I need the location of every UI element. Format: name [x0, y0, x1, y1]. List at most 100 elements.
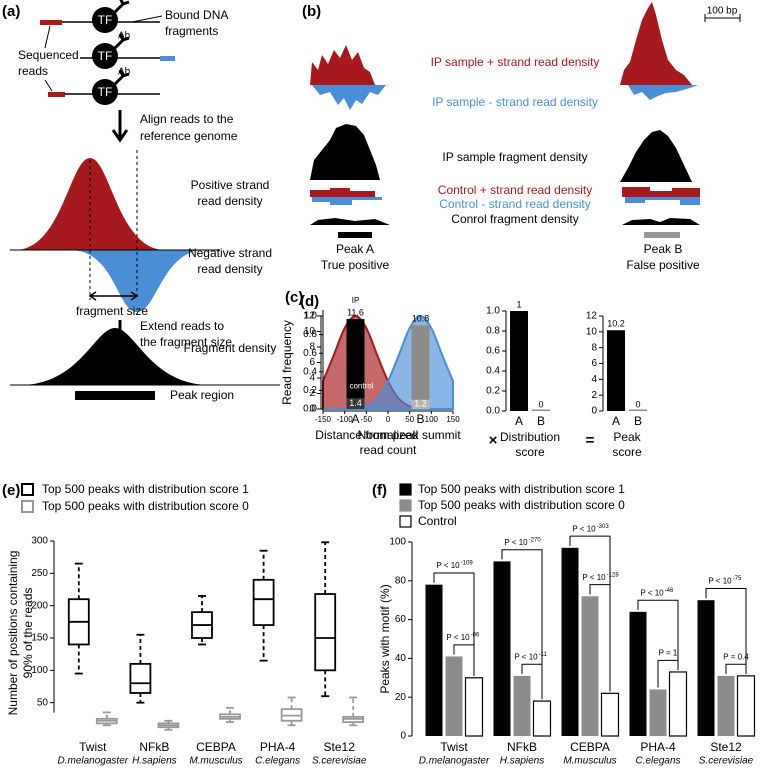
bound-fragments: fragments	[165, 24, 218, 38]
scale-label: 100 bp	[707, 6, 738, 17]
significance-bracket	[705, 588, 747, 674]
x-tick-label: CEBPA	[570, 740, 610, 754]
bar	[668, 671, 688, 737]
x-axis-label: score	[612, 445, 642, 459]
peak-bar	[338, 232, 372, 238]
y-tick-label: 0.4	[486, 366, 500, 377]
ip-plus-b	[620, 2, 692, 85]
y-tick-label: 0	[591, 406, 597, 417]
y-tick-label: 0	[309, 404, 315, 415]
negative-density	[70, 250, 205, 312]
operator: =	[586, 432, 595, 449]
track-label: Control + strand read density	[438, 183, 592, 197]
density-label: Positive strand	[191, 178, 270, 192]
legend-swatch	[21, 500, 34, 513]
x-tick-sublabel: S.cerevisiae	[699, 756, 754, 767]
density-label: Negative strand	[188, 246, 272, 260]
p-value-exponent: -303	[597, 524, 610, 530]
bar	[493, 561, 511, 736]
y-axis-label: Peaks with motif (%)	[378, 584, 392, 693]
y-tick-label: 6	[591, 358, 597, 369]
panel-label: (e)	[2, 482, 20, 499]
x-tick-label: A	[351, 412, 359, 426]
bar	[532, 700, 552, 737]
p-value-exponent: -11	[539, 652, 548, 658]
y-tick-label: 0.6	[486, 346, 500, 357]
tf-label: TF	[98, 13, 113, 27]
p-value-exponent: -06	[471, 632, 480, 638]
y-tick-label: 300	[31, 536, 48, 547]
bar	[697, 600, 715, 736]
value-label: 0	[538, 399, 543, 409]
y-tick-label: 0.4	[303, 366, 317, 377]
value-label: 11.6	[347, 307, 364, 317]
y-tick-label: 80	[395, 575, 407, 586]
legend-swatch	[399, 499, 412, 512]
ip-fragment-b	[620, 130, 692, 182]
significance-bracket	[433, 572, 475, 676]
x-tick-sublabel: C.elegans	[635, 756, 680, 767]
x-tick-sublabel: D.melanogaster	[419, 756, 490, 767]
x-tick-label: Twist	[440, 740, 468, 754]
fragment-density	[20, 328, 210, 385]
significance-bracket	[725, 663, 747, 674]
x-tick-label: A	[612, 414, 620, 428]
y-axis-label: 90% of the reads	[21, 588, 35, 679]
x-axis-label: read count	[360, 443, 417, 457]
x-tick-label: Twist	[79, 740, 107, 754]
x-tick-sublabel: H.sapiens	[500, 756, 544, 767]
bar	[717, 675, 735, 736]
y-tick-label: 0.2	[486, 386, 500, 397]
y-tick-label: 4	[591, 374, 597, 385]
bar	[581, 596, 599, 736]
arrow	[88, 291, 139, 301]
y-tick-label: 60	[395, 614, 407, 625]
series-label: control	[349, 381, 373, 390]
arrow	[111, 110, 129, 143]
p-value-exponent: -46	[665, 588, 674, 594]
legend-swatch	[399, 515, 412, 528]
x-tick-label: Ste12	[710, 740, 742, 754]
p-value: P < 10	[640, 588, 664, 597]
peak-region-bar	[75, 391, 155, 400]
y-tick-label: 100	[389, 537, 406, 548]
x-tick-label: B	[537, 414, 545, 428]
bar	[445, 656, 463, 736]
series-label: IP	[352, 296, 360, 305]
legend-label: Top 500 peaks with distribution score 0	[418, 498, 625, 512]
ip-minus-a	[312, 85, 386, 110]
p-value: P = 0.4	[723, 652, 749, 661]
bar	[346, 398, 365, 409]
significance-bracket	[637, 599, 679, 670]
bar	[411, 325, 430, 409]
p-value-exponent: -270	[529, 537, 542, 543]
x-axis-label: score	[515, 445, 545, 459]
y-tick-label: 10	[304, 326, 316, 337]
panel-label: (b)	[302, 3, 321, 20]
read	[160, 56, 175, 61]
p-value-exponent: -128	[607, 572, 620, 578]
p-value: P < 10	[504, 538, 528, 547]
control-plus-a	[310, 188, 375, 197]
bar	[629, 611, 647, 736]
bar	[561, 547, 579, 736]
peak-region-label: Peak region	[170, 388, 234, 402]
pointer	[44, 25, 51, 49]
y-tick-label: 6	[309, 357, 315, 368]
panel-a: (a) TF TF TF Ab Ab Bound DNA fragments S…	[2, 0, 280, 402]
y-tick-label: 8	[309, 342, 315, 353]
step-label: the fragment size	[140, 335, 232, 349]
sequenced-reads: Sequenced	[18, 48, 79, 62]
read	[48, 92, 65, 97]
ab-label: Ab	[118, 31, 131, 42]
bar	[649, 689, 667, 736]
control-fragment-a	[310, 218, 390, 225]
peak-label: Peak B	[644, 242, 683, 256]
x-axis-label: Peak	[613, 430, 641, 444]
step-label: Align reads to the	[140, 112, 234, 126]
y-tick-label: 2	[591, 390, 597, 401]
y-tick-label: 0.0	[303, 404, 317, 415]
legend-swatch	[399, 483, 412, 496]
tf	[92, 79, 118, 105]
